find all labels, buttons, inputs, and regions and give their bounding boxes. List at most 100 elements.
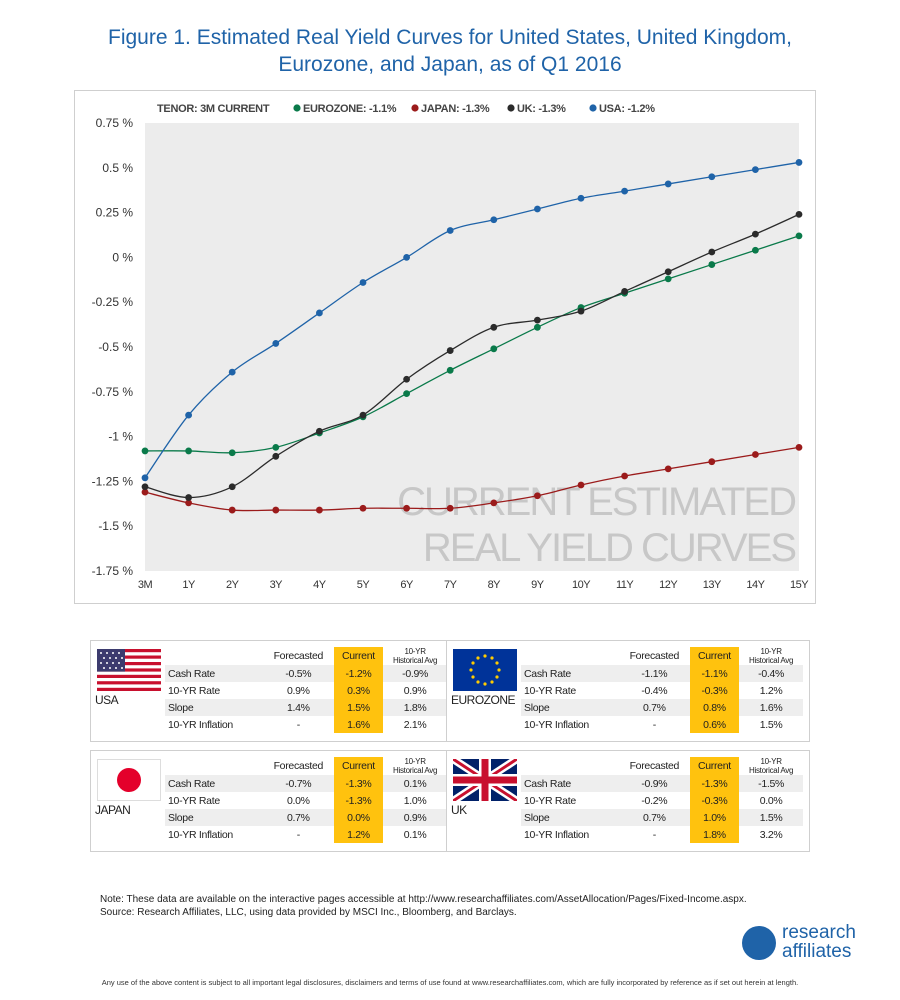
y-tick-label: -0.75 % [92, 385, 134, 399]
current-value: 1.5% [333, 699, 384, 716]
data-point [708, 248, 716, 256]
forecasted-value: -0.4% [641, 684, 668, 697]
col-forecasted: Forecasted [273, 760, 324, 772]
x-tick-label: 11Y [616, 579, 634, 591]
historical-value: 3.2% [759, 828, 783, 841]
current-value: -0.3% [689, 792, 740, 809]
data-point [359, 411, 367, 419]
table-row: 10-YR Rate 0.0% -1.3% 1.0% [165, 792, 447, 809]
data-point [490, 323, 498, 331]
forecasted-value: - [652, 718, 657, 731]
row-label: Slope [165, 699, 263, 716]
data-point [403, 375, 410, 383]
forecasted-value: -0.9% [619, 775, 690, 792]
forecasted-value: - [296, 718, 301, 731]
current-value: -1.3% [689, 775, 740, 792]
usa-panel: USA Forecasted Current 10-YR Historical A… [90, 640, 454, 742]
historical-value: 1.5% [739, 809, 803, 826]
data-point [185, 499, 192, 507]
header-row: Forecasted Current 10-YR Historical Avg [521, 757, 803, 775]
forecasted-value: -1.1% [619, 665, 690, 682]
data-point [446, 347, 454, 354]
uk-flag-icon [453, 759, 517, 801]
table-row: 10-YR Rate -0.4% -0.3% 1.2% [521, 682, 803, 699]
x-tick-label: 7Y [444, 579, 458, 591]
current-value: 1.0% [689, 809, 740, 826]
data-point [534, 316, 541, 324]
table-row: Cash Rate -0.5% -1.2% -0.9% [165, 665, 447, 682]
x-tick-label: 12Y [659, 579, 678, 591]
legend-marker [411, 104, 419, 112]
historical-value: 1.6% [739, 699, 803, 716]
country-name: UK [451, 803, 467, 817]
x-tick-label: 3Y [270, 579, 284, 591]
yield-curve-chart: CURRENT ESTIMATED REAL YIELD CURVES 0.75 %… [74, 90, 816, 604]
data-point [621, 187, 628, 195]
forecasted-value: 1.4% [263, 699, 334, 716]
data-point [577, 481, 585, 489]
series-line-0 [144, 235, 800, 454]
current-value: 0.3% [333, 682, 384, 699]
source-line: Source: Research Affiliates, LLC, using … [100, 907, 517, 918]
col-current: Current [333, 757, 384, 775]
legend-label: USA: -1.2% [599, 103, 655, 115]
y-tick-label: -1 % [108, 430, 133, 444]
eu-flag-icon [453, 649, 517, 691]
col-current: Current [333, 647, 384, 665]
x-tick-label: 4Y [313, 579, 327, 591]
forecasted-value: - [652, 828, 657, 841]
x-tick-label: 5Y [357, 579, 371, 591]
forecasted-value: 0.0% [286, 794, 310, 807]
data-point [621, 288, 628, 295]
row-label: Cash Rate [165, 665, 263, 682]
data-point [752, 246, 759, 254]
col-hist-line-2: Historical Avg [393, 766, 438, 775]
row-label: 10-YR Inflation [524, 718, 589, 731]
historical-value: 0.1% [383, 775, 447, 792]
data-point [795, 232, 803, 240]
historical-value: 1.2% [759, 684, 783, 697]
header-row: Forecasted Current 10-YR Historical Avg [165, 647, 447, 665]
col-historical-avg: 10-YR Historical Avg [383, 757, 447, 775]
forecasted-value: 0.7% [263, 809, 334, 826]
col-hist-line-1: 10-YR [404, 757, 426, 766]
footnote: Note: These data are available on the in… [100, 893, 860, 919]
usa-flag-icon [97, 649, 161, 691]
data-point [316, 427, 323, 435]
series-line-1 [144, 446, 800, 512]
data-point [490, 499, 498, 507]
y-tick-label: -1.5 % [98, 519, 133, 533]
data-point [752, 451, 759, 458]
data-point [228, 506, 236, 514]
table-row: Cash Rate -0.9% -1.3% -1.5% [521, 775, 803, 792]
col-forecasted: Forecasted [629, 760, 680, 772]
legend-prefix: TENOR: 3M CURRENT [157, 103, 270, 115]
data-point [490, 345, 498, 353]
logo-mark-icon [742, 926, 776, 960]
stats-table: Forecasted Current 10-YR Historical Avg C… [165, 647, 447, 733]
logo-text-line-1: research [782, 922, 856, 943]
y-tick-label: 0 % [112, 250, 133, 264]
legend-marker [507, 104, 515, 112]
y-tick-label: -0.25 % [92, 295, 134, 309]
row-label: 10-YR Inflation [168, 828, 233, 841]
data-point [359, 504, 367, 512]
data-point [141, 474, 149, 482]
x-tick-label: 1Y [182, 579, 196, 591]
header-row: Forecasted Current 10-YR Historical Avg [165, 757, 447, 775]
row-label: Slope [165, 809, 263, 826]
data-point [403, 390, 410, 397]
data-point [534, 205, 541, 213]
research-affiliates-logo: research affiliates [742, 922, 872, 962]
historical-value: 0.9% [403, 684, 427, 697]
legend-label: JAPAN: -1.3% [421, 103, 490, 115]
x-tick-label: 15Y [790, 579, 809, 591]
forecasted-value: -0.7% [263, 775, 334, 792]
data-point [795, 210, 803, 218]
stats-table: Forecasted Current 10-YR Historical Avg C… [521, 647, 803, 733]
table-row: 10-YR Rate 0.9% 0.3% 0.9% [165, 682, 447, 699]
table-row: Slope 1.4% 1.5% 1.8% [165, 699, 447, 716]
note-line: Note: These data are available on the in… [100, 894, 747, 905]
current-value: 1.2% [333, 826, 384, 843]
forecasted-value: 0.7% [619, 699, 690, 716]
